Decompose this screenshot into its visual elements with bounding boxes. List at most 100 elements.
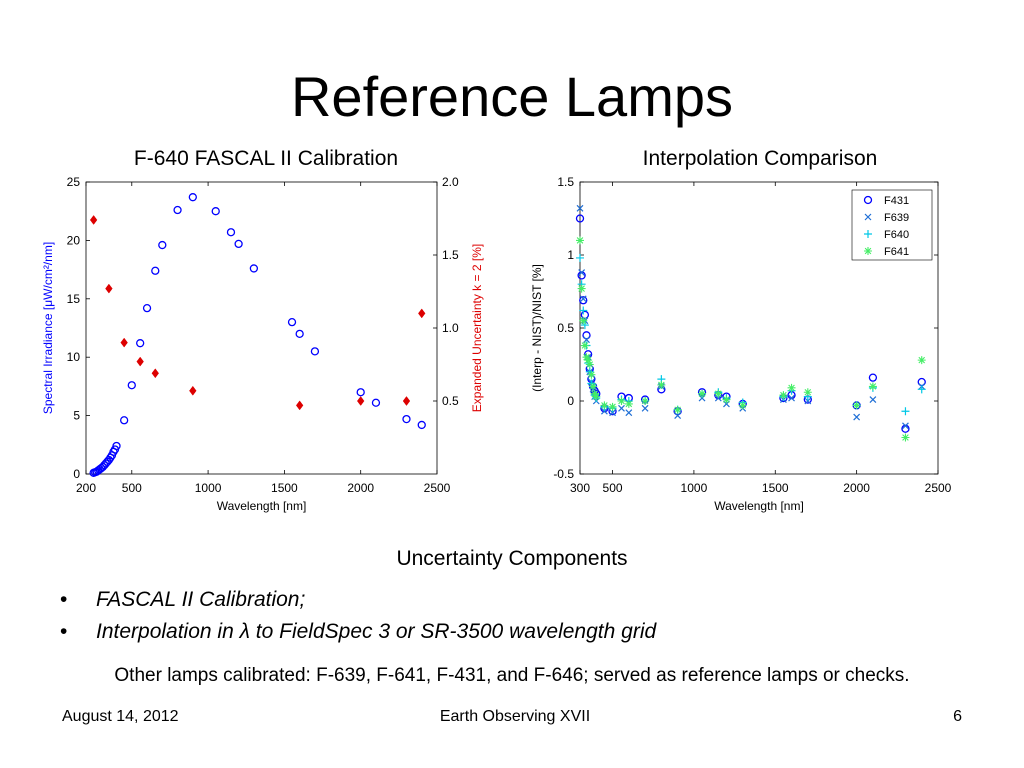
x-axis-label: Wavelength [nm] bbox=[217, 499, 307, 513]
data-point bbox=[576, 253, 584, 262]
data-point bbox=[576, 236, 584, 245]
data-point bbox=[371, 398, 381, 407]
data-point bbox=[226, 228, 236, 237]
data-point bbox=[618, 404, 625, 412]
chart-title-interpolation: Interpolation Comparison bbox=[642, 147, 878, 170]
data-point bbox=[89, 215, 98, 225]
data-point bbox=[803, 388, 812, 397]
charts-canvas: 200 500 1000 1500 2000 250005101520250.51.01.… bbox=[41, 175, 952, 513]
data-point bbox=[142, 303, 152, 313]
data-point bbox=[868, 373, 878, 382]
data-point bbox=[120, 416, 129, 425]
legend-marker bbox=[864, 247, 872, 255]
legend-label: F639 bbox=[884, 212, 909, 224]
bullet-item: Interpolation in λ to FieldSpec 3 or SR-… bbox=[60, 616, 656, 648]
data-point bbox=[151, 368, 159, 379]
data-point bbox=[901, 433, 910, 442]
legend: F431 F639 F640 F641 bbox=[851, 189, 933, 261]
y2-tick-label: 0.5 bbox=[442, 394, 459, 408]
subheading: Uncertainty Components bbox=[396, 547, 628, 570]
y-tick-label: 5 bbox=[73, 409, 80, 423]
x-tick-label: 1500 bbox=[271, 481, 298, 495]
data-point bbox=[579, 295, 587, 303]
data-point bbox=[698, 389, 707, 398]
x-tick-label: 1000 bbox=[195, 481, 222, 495]
data-point bbox=[356, 388, 365, 397]
series-uncertainty bbox=[89, 215, 426, 411]
data-point bbox=[674, 412, 682, 420]
bullet-list: FASCAL II Calibration; Interpolation in … bbox=[60, 584, 656, 648]
chart-title-calibration: F-640 FASCAL II Calibration bbox=[133, 147, 399, 170]
y2-tick-label: 1.5 bbox=[442, 248, 459, 262]
data-point bbox=[641, 404, 649, 412]
y-tick-label: -0.5 bbox=[553, 467, 574, 481]
series-irradiance bbox=[89, 193, 426, 477]
data-point bbox=[624, 399, 633, 408]
x-tick-label: 1000 bbox=[681, 481, 708, 495]
data-point bbox=[787, 383, 796, 392]
y-tick-label: 1 bbox=[567, 248, 574, 262]
y-tick-label: 20 bbox=[67, 233, 81, 247]
legend-marker bbox=[864, 213, 872, 221]
series-f641 bbox=[576, 236, 926, 442]
data-point bbox=[295, 329, 304, 338]
data-point bbox=[402, 414, 411, 424]
data-point bbox=[357, 396, 365, 406]
data-point bbox=[576, 204, 584, 212]
plot-frame bbox=[85, 181, 438, 475]
y-tick-label: 1.5 bbox=[557, 175, 574, 189]
data-point bbox=[120, 337, 128, 348]
x-tick-label: 2000 bbox=[347, 481, 374, 495]
legend-label: F431 bbox=[884, 195, 909, 207]
data-point bbox=[609, 409, 616, 417]
data-point bbox=[585, 360, 594, 369]
y-axis-label: (Interp - NIST)/NIST [%] bbox=[530, 264, 544, 392]
bullet-item: FASCAL II Calibration; bbox=[60, 584, 656, 616]
y-tick-label: 0.5 bbox=[557, 321, 574, 335]
data-point bbox=[852, 401, 861, 410]
x-tick-label: 1500 bbox=[762, 481, 789, 495]
data-point bbox=[112, 441, 121, 451]
data-point bbox=[608, 402, 617, 411]
data-point bbox=[310, 347, 320, 356]
data-point bbox=[590, 389, 599, 398]
x-tick-label: 300 bbox=[570, 481, 590, 495]
data-point bbox=[136, 339, 145, 348]
data-point bbox=[295, 400, 304, 411]
y-tick-label: 15 bbox=[67, 292, 81, 306]
data-point bbox=[578, 269, 586, 276]
y-tick-label: 10 bbox=[67, 350, 81, 364]
y-axis-label: Spectral Irradiance [μW/cm²/nm] bbox=[41, 242, 55, 414]
data-point bbox=[917, 356, 926, 365]
data-point bbox=[579, 316, 588, 325]
data-point bbox=[417, 420, 426, 430]
data-point bbox=[151, 266, 160, 275]
data-point bbox=[136, 356, 144, 367]
chart-interpolation: 300 500 1000 1500 2000 2500 -0.5 0 0.5 1 1.5 Wavele… bbox=[530, 175, 952, 513]
x-axis-label: Wavelength [nm] bbox=[714, 499, 804, 513]
data-point bbox=[779, 391, 788, 400]
x-tick-label: 2000 bbox=[843, 481, 870, 495]
data-point bbox=[418, 308, 426, 319]
data-point bbox=[580, 341, 589, 350]
data-point bbox=[582, 331, 591, 340]
data-point bbox=[722, 395, 731, 404]
data-point bbox=[600, 401, 609, 410]
data-point bbox=[579, 296, 588, 305]
y-tick-label: 0 bbox=[567, 394, 574, 408]
data-point bbox=[582, 353, 591, 362]
data-point bbox=[657, 380, 666, 389]
data-point bbox=[714, 389, 723, 398]
data-point bbox=[788, 394, 795, 402]
data-point bbox=[579, 306, 588, 315]
data-point bbox=[211, 207, 220, 216]
data-point bbox=[584, 356, 593, 365]
data-point bbox=[587, 370, 596, 379]
data-point bbox=[673, 405, 682, 414]
data-point bbox=[158, 240, 167, 250]
y2-axis-label: Expanded Uncertainty k = 2 [%] bbox=[470, 244, 484, 412]
data-point bbox=[577, 284, 586, 293]
data-point bbox=[917, 385, 926, 394]
data-point bbox=[575, 214, 585, 223]
data-point bbox=[625, 409, 633, 417]
